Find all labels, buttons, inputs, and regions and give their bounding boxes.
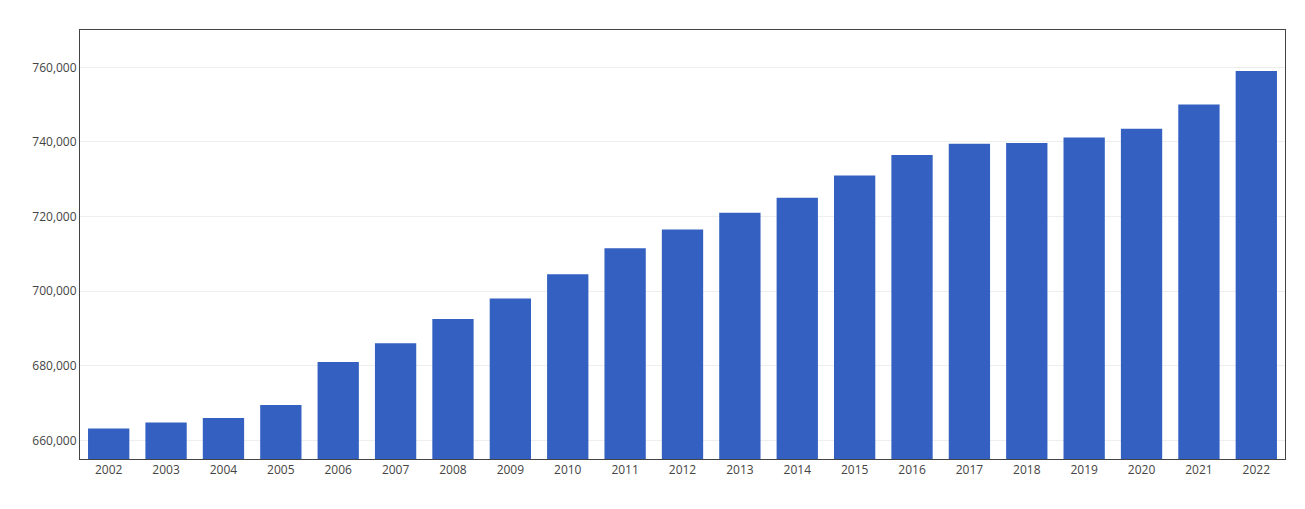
svg-text:2007: 2007 bbox=[382, 461, 410, 478]
svg-text:2002: 2002 bbox=[95, 461, 123, 478]
svg-text:2009: 2009 bbox=[497, 461, 525, 478]
svg-text:2015: 2015 bbox=[841, 461, 869, 478]
svg-text:2016: 2016 bbox=[898, 461, 926, 478]
svg-text:2012: 2012 bbox=[669, 461, 697, 478]
svg-text:680,000: 680,000 bbox=[32, 357, 76, 374]
svg-text:2004: 2004 bbox=[210, 461, 238, 478]
svg-text:2019: 2019 bbox=[1070, 461, 1098, 478]
svg-text:660,000: 660,000 bbox=[32, 432, 76, 449]
svg-text:2021: 2021 bbox=[1185, 461, 1212, 478]
svg-text:760,000: 760,000 bbox=[32, 59, 76, 76]
svg-text:2006: 2006 bbox=[324, 461, 352, 478]
svg-text:2017: 2017 bbox=[956, 461, 984, 478]
svg-text:700,000: 700,000 bbox=[32, 282, 76, 299]
svg-text:2018: 2018 bbox=[1013, 461, 1041, 478]
svg-text:2013: 2013 bbox=[726, 461, 754, 478]
svg-text:720,000: 720,000 bbox=[32, 208, 76, 225]
svg-text:2003: 2003 bbox=[152, 461, 180, 478]
svg-text:2011: 2011 bbox=[611, 461, 638, 478]
svg-text:2010: 2010 bbox=[554, 461, 582, 478]
svg-text:2008: 2008 bbox=[439, 461, 467, 478]
svg-text:2005: 2005 bbox=[267, 461, 295, 478]
svg-text:2020: 2020 bbox=[1128, 461, 1156, 478]
svg-text:2014: 2014 bbox=[784, 461, 812, 478]
svg-text:740,000: 740,000 bbox=[32, 133, 76, 150]
svg-text:2022: 2022 bbox=[1243, 461, 1271, 478]
